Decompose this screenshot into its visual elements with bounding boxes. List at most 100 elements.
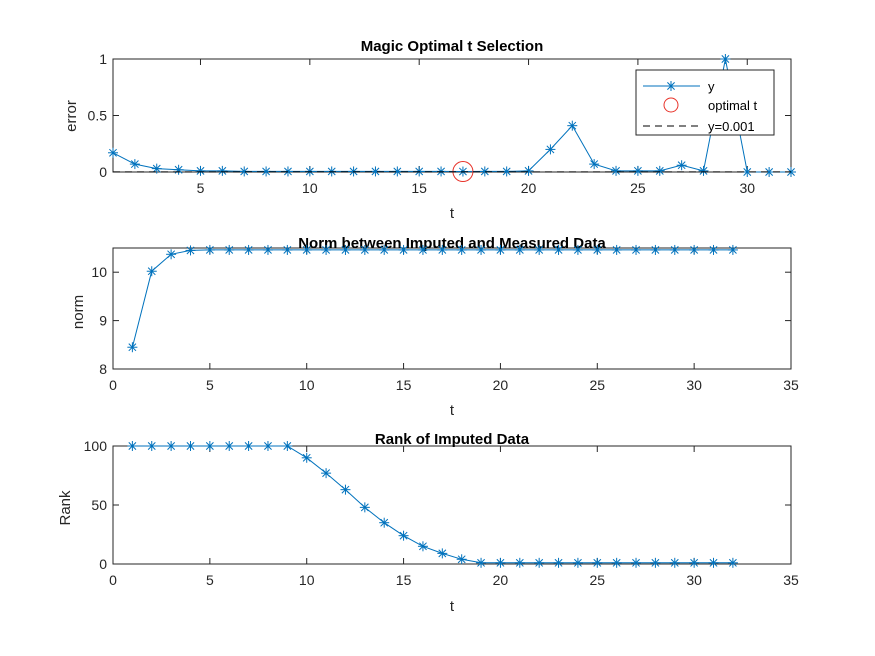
x-tick-label: 30 [686,572,702,588]
x-tick-label: 25 [589,377,605,393]
x-tick-label: 20 [493,377,509,393]
data-point [720,54,731,64]
data-point [166,249,177,260]
data-point [217,165,228,176]
data-point [632,165,643,176]
data-point [523,165,534,176]
data-point [611,165,622,176]
x-axis-label-error: t [450,205,455,222]
data-point [456,554,467,565]
x-tick-label: 25 [630,180,646,196]
data-point [282,244,293,255]
subplot-rank: Rank of Imputed Data t Rank 0 5 10 15 20 25 30… [57,431,799,615]
data-point [173,164,184,175]
x-tick-label: 25 [589,572,605,588]
subplot-norm: Norm between Imputed and Measured Data t… [70,235,799,419]
x-tick-label: 0 [109,572,117,588]
chart-title-norm: Norm between Imputed and Measured Data [298,235,606,252]
x-tick-label: 15 [411,180,427,196]
y-axis-label-rank: Rank [57,490,74,526]
x-tick-label: 30 [739,180,755,196]
data-point [340,244,351,255]
data-point [204,244,215,255]
data-point [689,557,700,568]
data-point [379,517,390,528]
data-point [476,557,487,568]
data-point [545,144,556,155]
chart-title-rank: Rank of Imputed Data [375,431,530,448]
axes-box-norm [112,247,792,370]
data-point [611,557,622,568]
subplot-error: Magic Optimal t Selection t error 5 10 15 2… [63,38,796,222]
x-tick-label: 20 [521,180,537,196]
x-tick-label: 5 [206,377,214,393]
legend-label-threshold: y=0.001 [708,119,755,134]
data-point [479,166,490,177]
data-point [398,244,409,255]
data-point [495,557,506,568]
data-point [572,244,583,255]
x-axis-label-norm: t [450,402,455,419]
data-point [185,245,196,256]
data-point [708,557,719,568]
y-tick-label: 10 [91,264,107,280]
data-point [239,166,250,177]
data-point [572,557,583,568]
data-point [631,244,642,255]
data-point [514,557,525,568]
x-tick-label: 5 [206,572,214,588]
plot-area-error [108,54,796,183]
x-tick-label: 30 [686,377,702,393]
data-point [689,244,700,255]
data-point [727,244,738,255]
data-point [301,452,312,463]
data-point [495,244,506,255]
data-point [262,244,273,255]
data-point [129,159,140,170]
data-point [611,244,622,255]
y-tick-label: 9 [99,313,107,329]
data-point [224,441,235,451]
plot-area-norm [127,244,738,353]
data-point [243,244,254,255]
y-tick-label: 1 [99,51,107,67]
legend-label-optimal-t: optimal t [708,98,758,113]
data-point [589,159,600,170]
y-tick-label: 100 [84,438,108,454]
data-point [476,244,487,255]
x-tick-label: 15 [396,572,412,588]
data-point [166,441,177,451]
data-point [340,484,351,495]
data-point [146,266,157,277]
data-point [456,244,467,255]
data-point [392,166,403,177]
x-tick-label: 20 [493,572,509,588]
axes-box-rank [112,445,792,565]
data-point [592,244,603,255]
data-point [282,441,293,451]
data-point [669,244,680,255]
ticks-error: 5 10 15 20 25 30 0 0.5 1 [88,51,791,196]
legend-label-y: y [708,79,715,94]
data-point [553,557,564,568]
data-point [262,441,273,451]
y-axis-label-norm: norm [70,295,87,329]
x-tick-label: 0 [109,377,117,393]
data-point [359,502,370,513]
y-axis-label-error: error [63,100,80,132]
data-point [204,441,215,451]
data-point [146,441,157,451]
data-point [764,167,775,177]
data-point [398,530,409,541]
data-point [669,557,680,568]
data-point [243,441,254,451]
data-point [708,244,719,255]
data-point [417,541,428,552]
x-tick-label: 10 [299,377,315,393]
data-point [592,557,603,568]
x-tick-label: 35 [783,572,799,588]
data-point [514,244,525,255]
x-tick-label: 5 [197,180,205,196]
data-point [437,244,448,255]
